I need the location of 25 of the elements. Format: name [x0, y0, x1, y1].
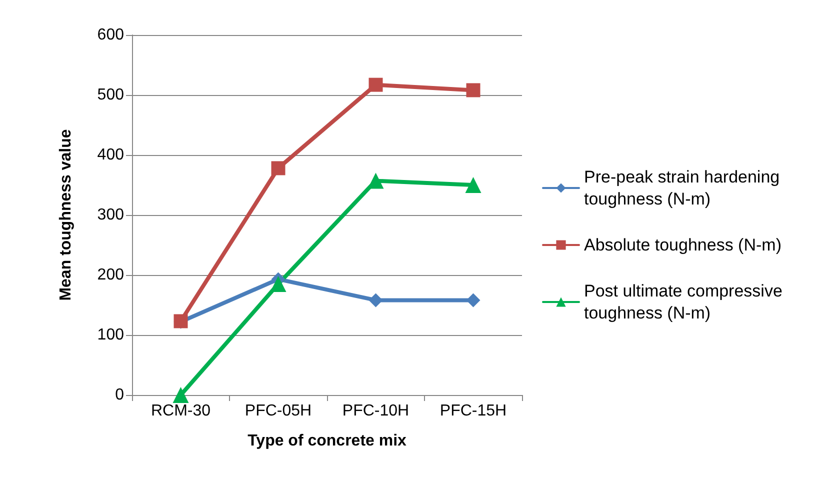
y-tick-label: 200: [97, 266, 124, 284]
y-tick-label: 400: [97, 146, 124, 164]
point: [368, 78, 383, 92]
y-tick-label: 600: [97, 26, 124, 44]
x-tick-label: RCM-30: [150, 402, 211, 420]
x-tick-label: PFC-05H: [244, 402, 312, 420]
point: [270, 276, 286, 292]
y-tick-label: 500: [97, 86, 124, 104]
legend-label: Post ultimate compressive toughness (N-m): [584, 282, 788, 322]
x-axis-title: Type of concrete mix: [248, 432, 407, 450]
point: [466, 293, 480, 308]
point: [172, 387, 189, 403]
legend-label: Absolute toughness (N-m): [584, 236, 782, 254]
y-tick-label: 100: [97, 326, 124, 344]
x-tick-label: PFC-10H: [342, 402, 410, 420]
point: [466, 83, 480, 98]
x-tick-label: PFC-15H: [440, 402, 507, 420]
point: [368, 172, 384, 189]
point: [465, 177, 482, 193]
point: [368, 293, 383, 308]
point: [271, 161, 286, 176]
y-axis-title: Mean toughness value: [58, 129, 74, 301]
legend-label: Pre-peak strain hardening toughness (N-m): [584, 168, 784, 208]
y-tick-label: 0: [115, 386, 124, 404]
y-tick-label: 300: [97, 206, 124, 224]
